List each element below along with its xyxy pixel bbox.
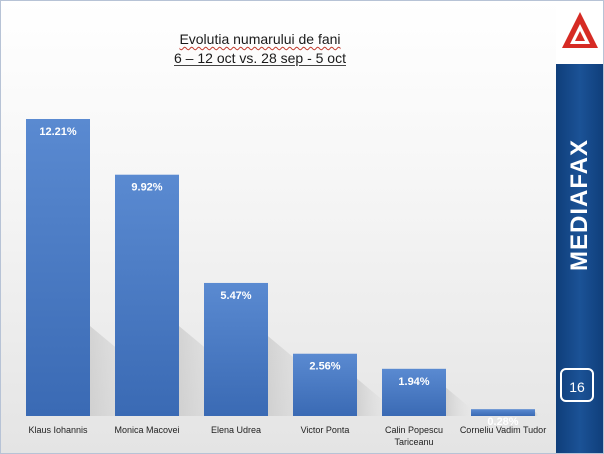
value-labels-group: 12.21% 9.92% 5.47% 2.56% 1.94% 0.28% bbox=[39, 126, 518, 428]
page-number: 16 bbox=[560, 368, 594, 402]
chart-subtitle: 6 – 12 oct vs. 28 sep - 5 oct bbox=[174, 50, 346, 66]
bars-group bbox=[26, 119, 535, 416]
chart-title-block: Evolutia numarului de fani 6 – 12 oct vs… bbox=[80, 30, 440, 68]
bar bbox=[382, 368, 446, 416]
bar-chart: 12.21% 9.92% 5.47% 2.56% 1.94% 0.28% Klaus Io… bbox=[26, 119, 546, 447]
logo-triangle-icon bbox=[562, 12, 598, 48]
bar bbox=[293, 353, 357, 416]
data-label: 2.56% bbox=[309, 361, 340, 373]
category-label: Corneliu Vadim Tudor bbox=[460, 425, 546, 435]
data-label: 12.21% bbox=[39, 126, 77, 138]
data-label: 9.92% bbox=[131, 182, 162, 194]
category-label: Elena Udrea bbox=[211, 425, 261, 435]
category-labels-group: Klaus Iohannis Monica Macovei Elena Udrea V… bbox=[28, 425, 546, 447]
bar bbox=[26, 119, 90, 416]
category-label: Monica Macovei bbox=[114, 425, 179, 435]
data-label: 5.47% bbox=[220, 290, 251, 302]
bar bbox=[204, 282, 268, 416]
bar bbox=[115, 174, 179, 416]
brand-name: MEDIAFAX bbox=[566, 138, 593, 272]
chart-title: Evolutia numarului de fani bbox=[179, 31, 341, 47]
data-label: 1.94% bbox=[398, 376, 429, 388]
category-label: Calin Popescu Tariceanu bbox=[385, 425, 443, 447]
bar-shadow bbox=[446, 387, 472, 416]
bar-shadow bbox=[535, 411, 539, 416]
mediafax-logo bbox=[556, 0, 604, 64]
category-label: Victor Ponta bbox=[301, 425, 350, 435]
sidebar bbox=[556, 0, 604, 454]
bar bbox=[471, 409, 535, 416]
category-label: Klaus Iohannis bbox=[28, 425, 88, 435]
data-label: 0.28% bbox=[487, 416, 518, 428]
